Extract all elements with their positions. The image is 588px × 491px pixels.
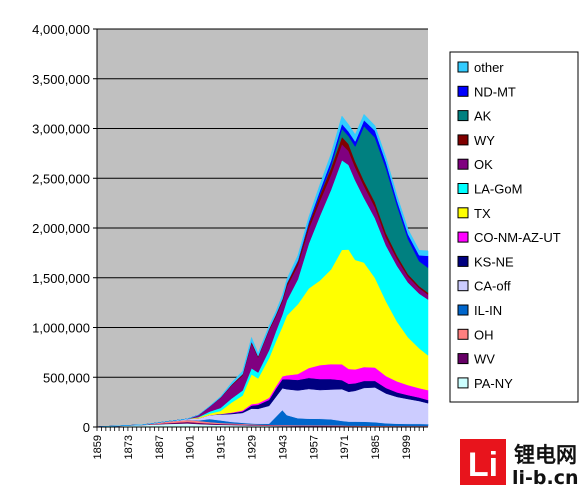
x-axis-ticks: 1859 1873 1887 1901 1915 1929 1943 1957 1971 1985… <box>92 435 413 459</box>
gridlines <box>97 28 428 378</box>
legend-swatch-ak <box>457 110 469 122</box>
x-tick-label: 1957 <box>308 435 320 459</box>
legend-swatch-oh <box>457 328 469 340</box>
legend-label-wv: WV <box>474 352 495 367</box>
x-tick-label: 1915 <box>216 435 228 459</box>
legend-label-ca-off: CA-off <box>474 279 511 294</box>
legend-swatch-wy <box>457 134 469 146</box>
watermark-chinese: 锂电网 <box>514 443 577 467</box>
x-tick-label: 1873 <box>123 435 135 459</box>
legend-label-nd-mt: ND-MT <box>474 84 516 99</box>
legend-swatch-ca-off <box>457 280 469 292</box>
legend-box <box>449 51 579 403</box>
legend-label-pa-ny: PA-NY <box>474 376 513 391</box>
legend-label-il-in: IL-IN <box>474 303 502 318</box>
legend-swatch-ks-ne <box>457 255 469 267</box>
x-tick-label: 1971 <box>339 435 351 459</box>
legend-swatch-pa-ny <box>457 377 469 389</box>
legend-swatch-ok <box>457 158 469 170</box>
legend-label-oh: OH <box>474 327 494 342</box>
x-tick-label: 1901 <box>185 435 197 459</box>
legend-label-tx: TX <box>474 206 491 221</box>
area-series-other <box>96 113 429 428</box>
x-tick-label: 1999 <box>401 435 413 459</box>
legend: other ND-MT AK WY OK LA-GoM TX CO-NM-AZ-UT KS-NE… <box>457 60 561 391</box>
legend-swatch-wv <box>457 353 469 365</box>
legend-label-wy: WY <box>474 133 495 148</box>
legend-label-ks-ne: KS-NE <box>474 254 514 269</box>
y-tick-label: 2,500,000 <box>32 171 90 186</box>
legend-swatch-tx <box>457 207 469 219</box>
y-tick-label: 500,000 <box>43 370 90 385</box>
x-tick-label: 1985 <box>370 435 382 459</box>
x-tick-label: 1887 <box>154 435 166 459</box>
y-tick-label: 1,500,000 <box>32 271 90 286</box>
x-tick-label: 1943 <box>277 435 289 459</box>
y-tick-label: 3,000,000 <box>32 122 90 137</box>
watermark-domain: li-b.cn <box>512 467 579 489</box>
legend-label-co-nm-az-ut: CO-NM-AZ-UT <box>474 230 561 245</box>
y-tick-label: 3,500,000 <box>32 72 90 87</box>
y-tick-label: 4,000,000 <box>32 22 90 37</box>
legend-swatch-la-gom <box>457 183 469 194</box>
watermark: Li 锂电网 li-b.cn <box>460 439 579 489</box>
y-tick-label: 2,000,000 <box>32 221 90 236</box>
legend-swatch-co-nm-az-ut <box>457 231 469 243</box>
x-tick-label: 1929 <box>246 435 258 459</box>
y-tick-label: 1,000,000 <box>32 321 90 336</box>
watermark-logo <box>460 439 506 485</box>
y-tick-label: 0 <box>83 420 90 435</box>
x-tick-label: 1859 <box>92 435 104 459</box>
legend-label-other: other <box>474 60 504 75</box>
legend-label-la-gom: LA-GoM <box>474 182 522 197</box>
legend-swatch-other <box>457 61 469 73</box>
legend-label-ok: OK <box>474 157 493 172</box>
legend-swatch-il-in <box>457 304 469 316</box>
y-axis-ticks: 0 500,000 1,000,000 1,500,000 2,000,000 2,500… <box>32 22 97 435</box>
watermark-logo-letter: Li <box>468 446 498 484</box>
legend-swatch-nd-mt <box>457 85 469 97</box>
legend-label-ak: AK <box>474 109 492 124</box>
x-axis-minor-ticks <box>96 427 424 431</box>
